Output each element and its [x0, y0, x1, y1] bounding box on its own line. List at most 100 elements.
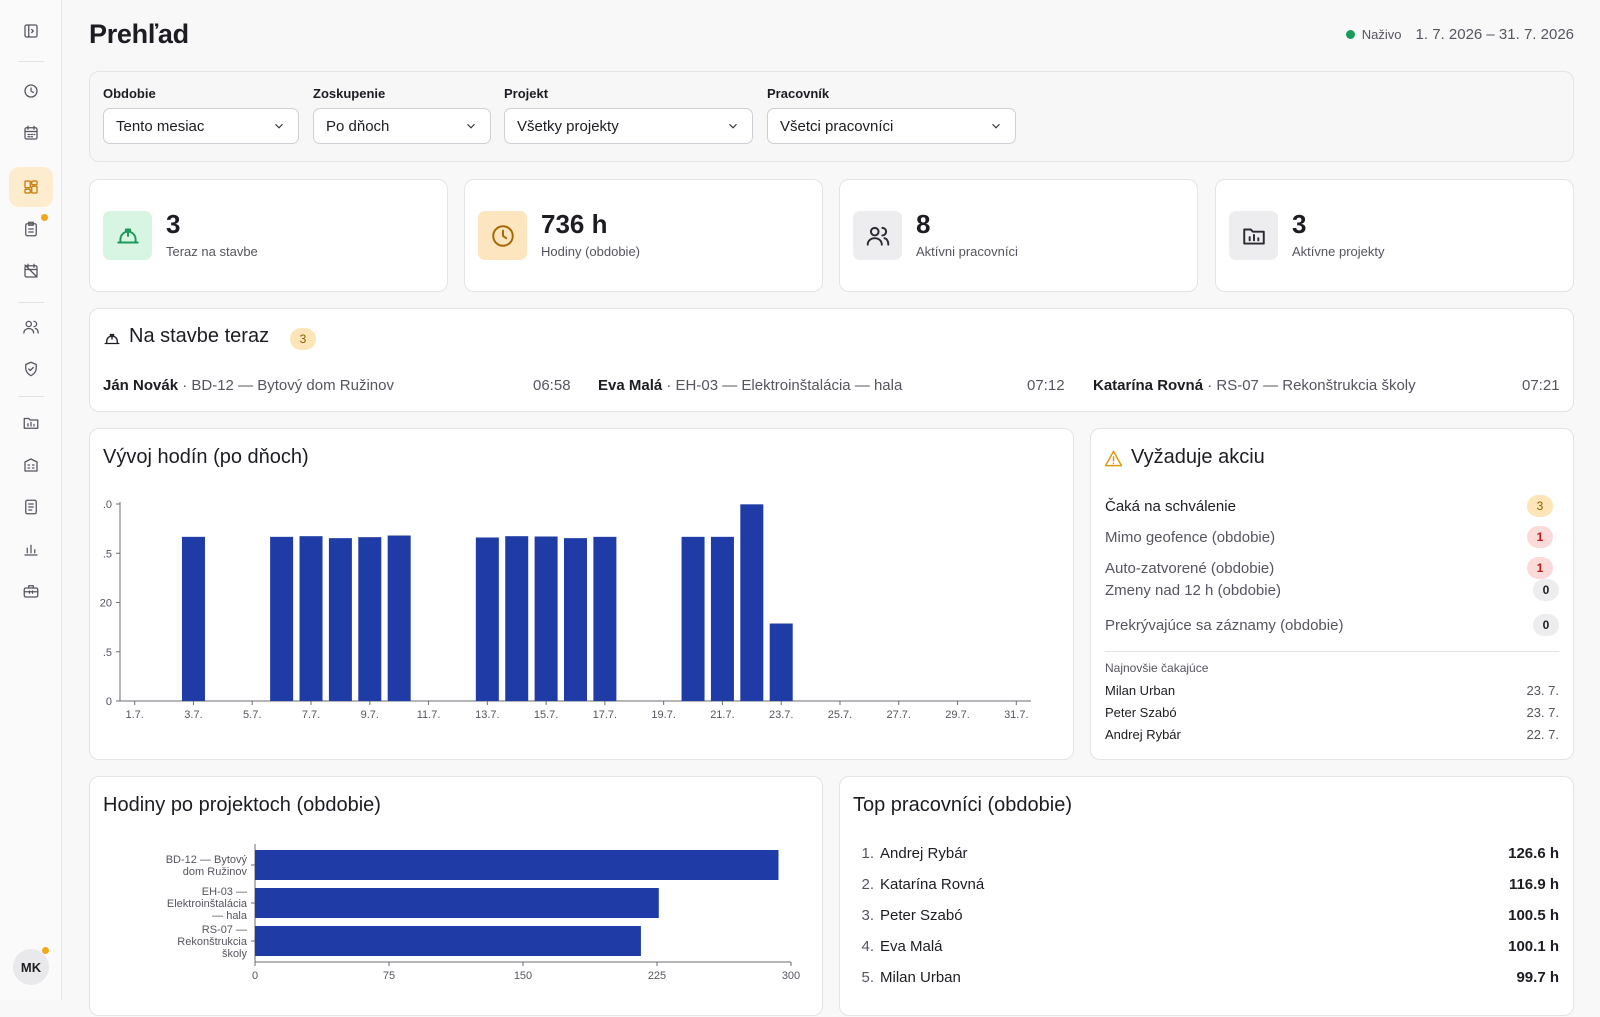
action-row-overlapping[interactable]: Prekrývajúce sa záznamy (obdobie) 0: [1105, 614, 1559, 636]
period-select[interactable]: Tento mesiac: [103, 108, 299, 144]
hours-chart-card: Vývoj hodín (po dňoch) 0 .5 20 .5 .0 1.7. 3.7.…: [89, 428, 1074, 760]
pending-item[interactable]: Andrej Rybár 22. 7.: [1105, 727, 1559, 742]
kpi-value: 3: [166, 209, 181, 239]
pending-date: 22. 7.: [1526, 727, 1559, 742]
worker-hours: 100.5 h: [1508, 907, 1559, 924]
chevron-down-icon: [275, 123, 283, 129]
date-range: 1. 7. 2026 – 31. 7. 2026: [1415, 26, 1574, 43]
sidebar-toggle-icon[interactable]: [9, 11, 53, 51]
x-tick-label: 15.7.: [534, 709, 558, 721]
onsite-worker[interactable]: Katarína Rovná · RS-07 — Rekonštrukcia š…: [1093, 377, 1416, 394]
x-tick-label: 75: [383, 970, 395, 982]
dashboard-icon[interactable]: [9, 167, 53, 207]
bar: [475, 537, 499, 701]
checkin-time: 07:21: [1522, 377, 1560, 394]
top-worker-row[interactable]: 3. Peter Szabó 100.5 h: [854, 907, 1559, 924]
x-tick-label: 225: [648, 970, 666, 982]
clipboard-icon[interactable]: [9, 209, 53, 249]
onsite-panel: Na stavbe teraz 3 Ján Novák · BD-12 — By…: [89, 308, 1574, 412]
toolbox-icon[interactable]: [9, 571, 53, 611]
calendar-off-icon[interactable]: [9, 251, 53, 291]
pending-date: 23. 7.: [1526, 705, 1559, 720]
sidebar-divider: [18, 302, 44, 303]
action-required-card: Vyžaduje akciu Čaká na schválenie 3 Mimo …: [1090, 428, 1574, 760]
y-tick-label: 20: [100, 598, 112, 610]
x-tick-label: 31.7.: [1004, 709, 1028, 721]
avatar[interactable]: MK: [13, 949, 49, 985]
worker-name: Katarína Rovná: [880, 876, 985, 893]
worker-name: Milan Urban: [880, 969, 961, 986]
action-row-outside-geofence[interactable]: Mimo geofence (obdobie) 1: [1105, 526, 1559, 548]
worker-select[interactable]: Všetci pracovníci: [767, 108, 1016, 144]
bar: [769, 623, 793, 701]
bar: [740, 504, 764, 701]
action-label: Zmeny nad 12 h (obdobie): [1105, 581, 1281, 599]
select-value: Všetci pracovníci: [780, 117, 894, 135]
divider: [1105, 651, 1559, 652]
worker-hours: 99.7 h: [1516, 969, 1559, 986]
clock-icon[interactable]: [9, 71, 53, 111]
folder-chart-icon[interactable]: [9, 403, 53, 443]
chart-title: Vývoj hodín (po dňoch): [103, 446, 309, 468]
worker-hours: 126.6 h: [1508, 845, 1559, 862]
top-worker-row[interactable]: 2. Katarína Rovná 116.9 h: [854, 876, 1559, 893]
x-tick-label: 21.7.: [710, 709, 734, 721]
action-row-pending-approval[interactable]: Čaká na schválenie 3: [1105, 495, 1559, 517]
kpi-card-projects: 3 Aktívne projekty: [1215, 179, 1574, 292]
y-tick-label: Rekonštrukcia: [177, 936, 248, 948]
onsite-worker[interactable]: Ján Novák · BD-12 — Bytový dom Ružinov: [103, 377, 394, 394]
project-select[interactable]: Všetky projekty: [504, 108, 753, 144]
chevron-down-icon: [992, 123, 1000, 129]
bar: [593, 536, 617, 701]
kpi-value: 3: [1292, 209, 1307, 239]
top-worker-row[interactable]: 1. Andrej Rybár 126.6 h: [854, 845, 1559, 862]
x-tick-label: 13.7.: [475, 709, 499, 721]
pending-name: Peter Szabó: [1105, 705, 1177, 720]
kpi-card-onsite: 3 Teraz na stavbe: [89, 179, 448, 292]
count-badge: 1: [1527, 557, 1553, 579]
x-tick-label: 29.7.: [945, 709, 969, 721]
shield-check-icon[interactable]: [9, 349, 53, 389]
action-row-auto-closed[interactable]: Auto-zatvorené (obdobie) 1: [1105, 557, 1559, 579]
worker-name: Ján Novák: [103, 377, 179, 394]
live-label: Naživo: [1361, 27, 1402, 42]
chevron-down-icon: [729, 123, 737, 129]
pending-item[interactable]: Peter Szabó 23. 7.: [1105, 705, 1559, 720]
count-badge: 1: [1527, 526, 1553, 548]
avatar-status-dot: [42, 947, 49, 954]
filter-label: Zoskupenie: [313, 86, 386, 101]
clock-icon: [478, 211, 527, 260]
pending-item[interactable]: Milan Urban 23. 7.: [1105, 683, 1559, 698]
bar: [255, 888, 659, 918]
users-icon: [853, 211, 902, 260]
projects-chart-card: Hodiny po projektoch (obdobie) BD-12 — B…: [89, 776, 823, 1016]
pending-subtitle: Najnovšie čakajúce: [1105, 661, 1209, 675]
action-label: Mimo geofence (obdobie): [1105, 528, 1276, 546]
section-title: Vyžaduje akciu: [1131, 446, 1265, 468]
filter-label: Projekt: [504, 86, 549, 101]
top-worker-row[interactable]: 4. Eva Malá 100.1 h: [854, 938, 1559, 955]
action-row-long-shifts[interactable]: Zmeny nad 12 h (obdobie) 0: [1105, 579, 1559, 601]
calendar-icon[interactable]: [9, 113, 53, 153]
document-icon[interactable]: [9, 487, 53, 527]
worker-project: · EH-03 — Elektroinštalácia — hala: [666, 377, 903, 394]
y-tick-label: EH-03 —: [202, 886, 247, 898]
bar-chart-icon[interactable]: [9, 529, 53, 569]
building-icon[interactable]: [9, 445, 53, 485]
live-indicator-dot: [1345, 30, 1355, 39]
pending-name: Andrej Rybár: [1105, 727, 1181, 742]
x-tick-label: 3.7.: [184, 709, 202, 721]
top-worker-row[interactable]: 5. Milan Urban 99.7 h: [854, 969, 1559, 986]
x-tick-label: 27.7.: [887, 709, 911, 721]
users-icon[interactable]: [9, 307, 53, 347]
chevron-down-icon: [467, 123, 475, 129]
grouping-select[interactable]: Po dňoch: [313, 108, 491, 144]
onsite-worker[interactable]: Eva Malá · EH-03 — Elektroinštalácia — h…: [598, 377, 902, 394]
kpi-label: Hodiny (obdobie): [541, 244, 641, 259]
worker-name: Katarína Rovná: [1093, 377, 1204, 394]
kpi-value: 736 h: [541, 209, 608, 239]
sidebar-divider: [18, 396, 44, 397]
x-tick-label: 300: [782, 970, 800, 982]
select-value: Všetky projekty: [517, 117, 619, 135]
